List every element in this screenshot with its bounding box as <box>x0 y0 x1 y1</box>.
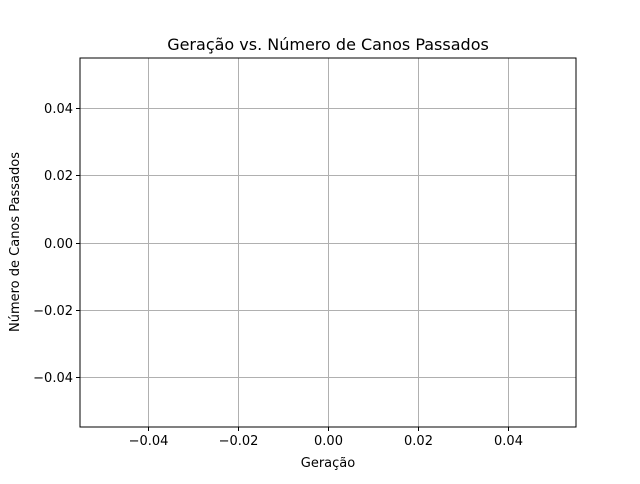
grid-layer <box>80 58 576 427</box>
x-tick-label: −0.02 <box>219 434 259 449</box>
x-tick-label: 0.02 <box>404 434 433 449</box>
y-tick-label: −0.02 <box>33 304 73 319</box>
x-tick-label: 0.00 <box>314 434 343 449</box>
x-tick-label: −0.04 <box>129 434 169 449</box>
y-tick-label: 0.00 <box>44 237 73 252</box>
tick-layer: −0.04 −0.02 0.00 0.02 0.04 −0.04 −0.02 0.00 0.02… <box>33 102 523 449</box>
x-axis-label: Geração <box>301 456 355 471</box>
y-axis-label: Número de Canos Passados <box>8 152 23 332</box>
x-tick-label: 0.04 <box>494 434 523 449</box>
chart-title: Geração vs. Número de Canos Passados <box>167 35 489 54</box>
y-tick-label: 0.02 <box>44 169 73 184</box>
y-tick-label: −0.04 <box>33 371 73 386</box>
y-tick-label: 0.04 <box>44 102 73 117</box>
